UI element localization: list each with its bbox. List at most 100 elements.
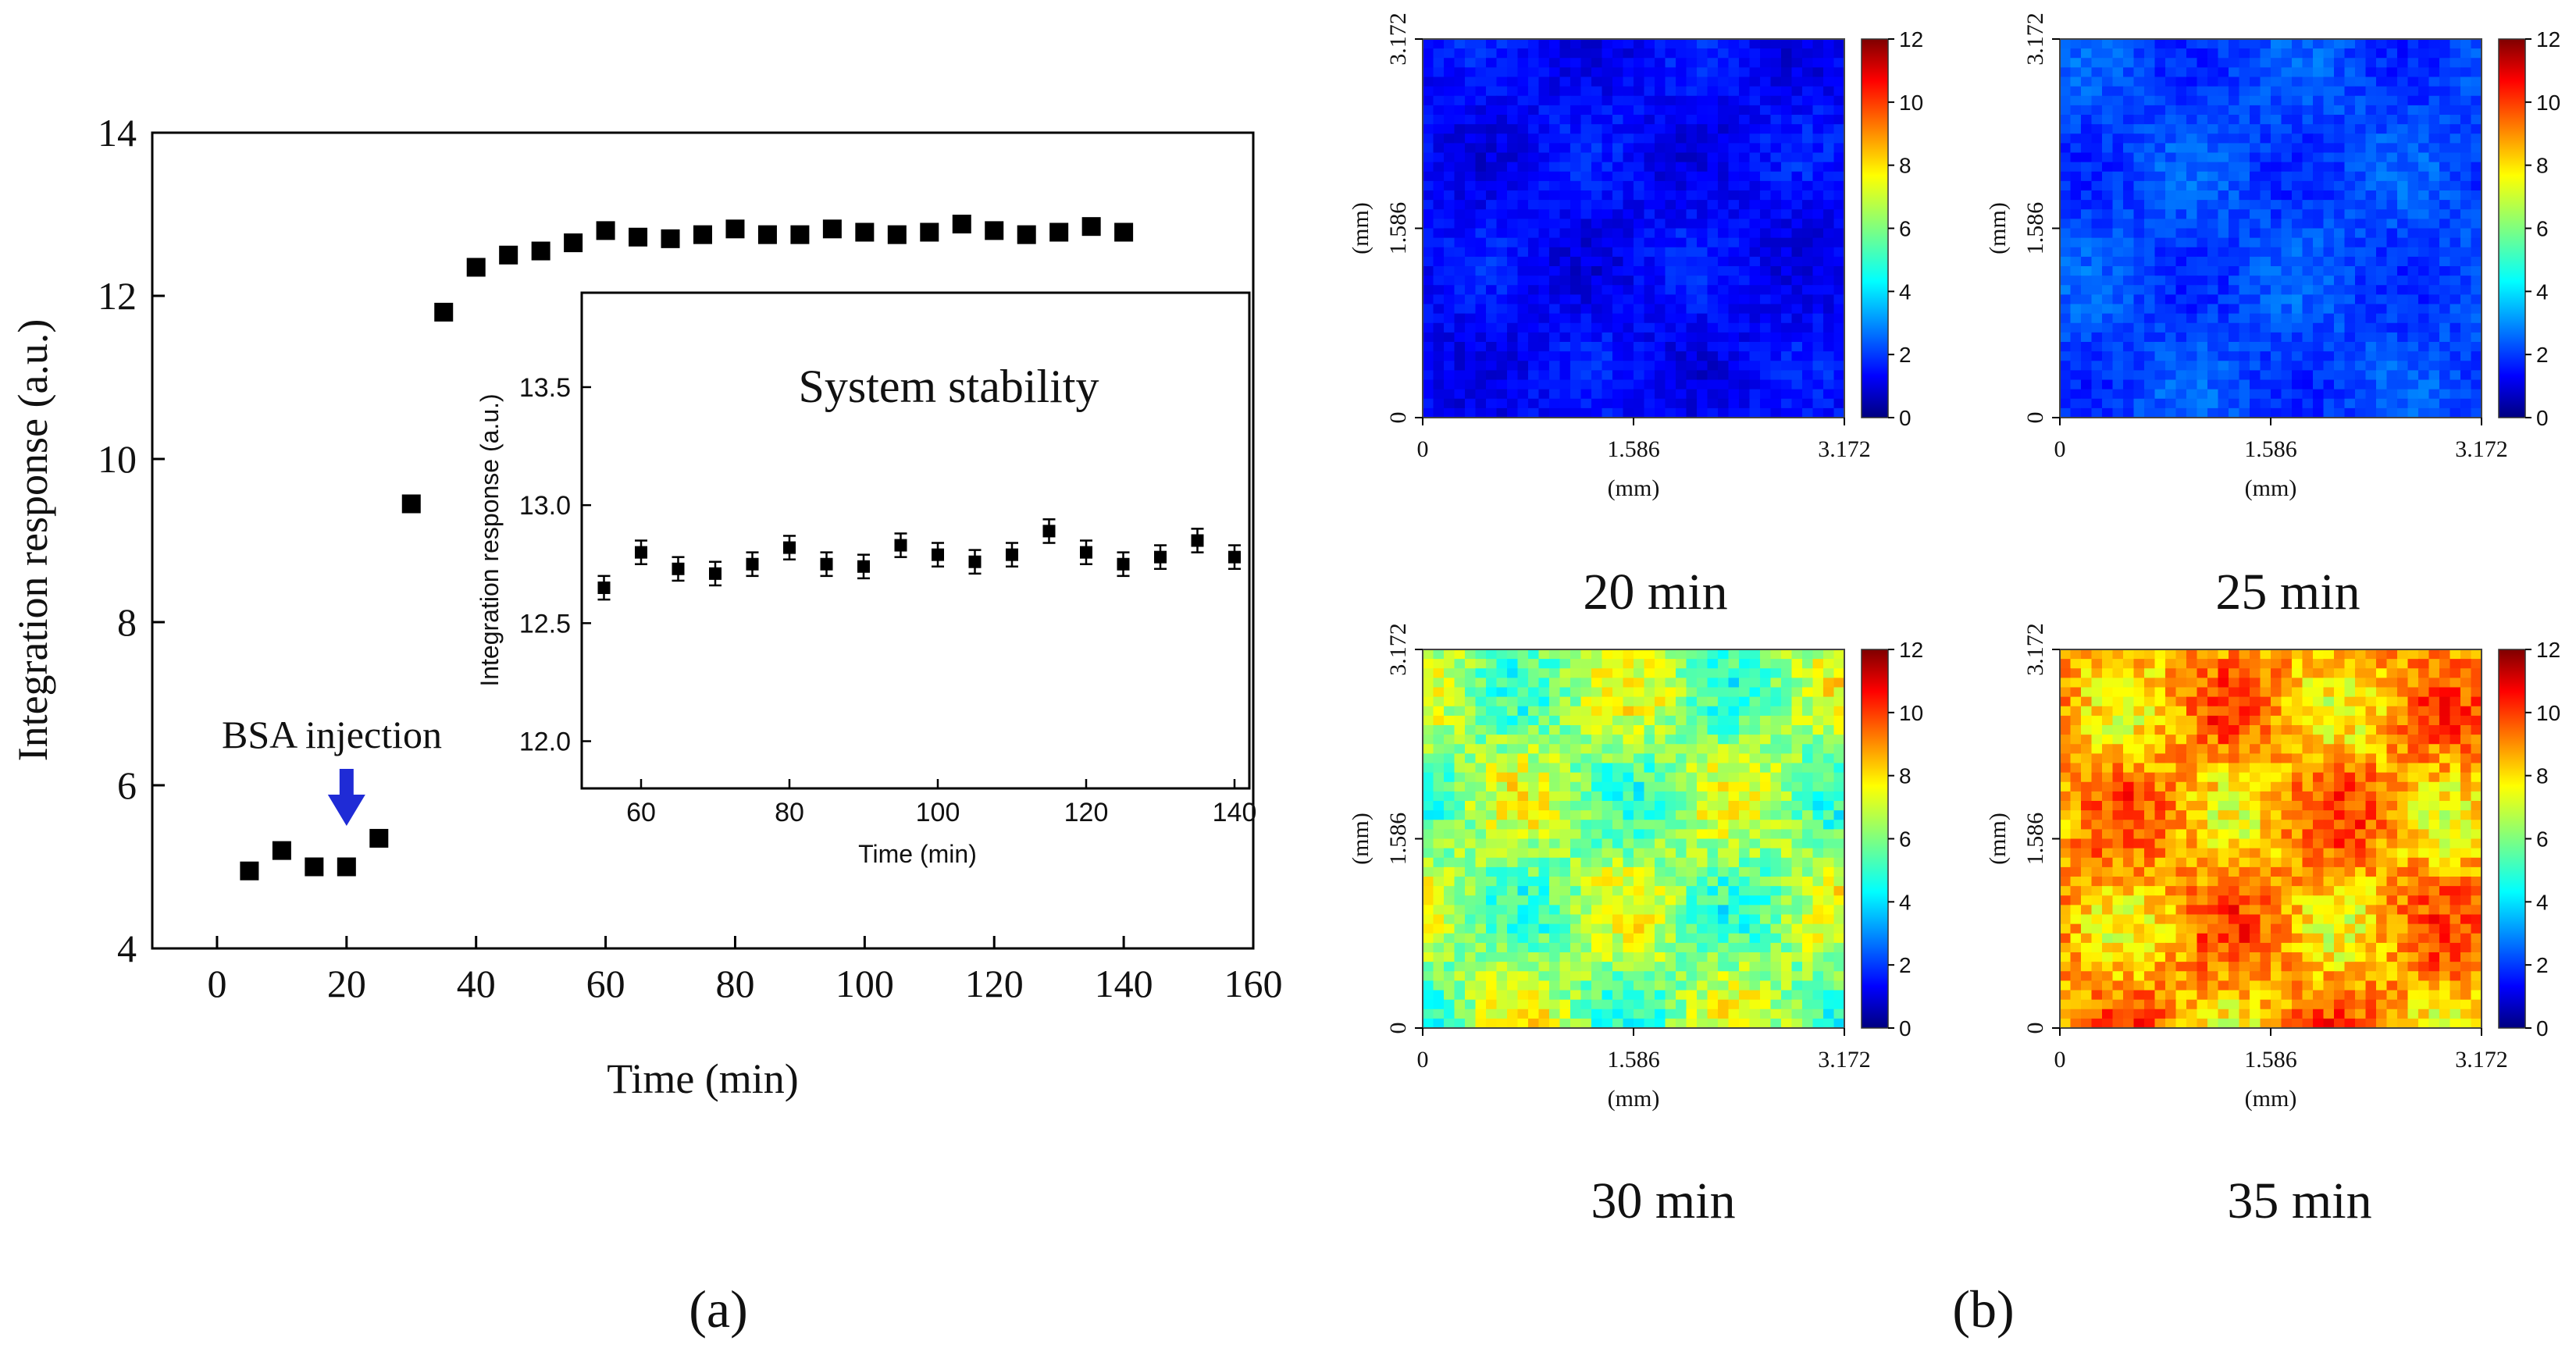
heatmap-cell <box>1634 39 1645 49</box>
heatmap-x-tick-label: 0 <box>2054 436 2066 462</box>
main-data-point <box>1017 225 1036 244</box>
heatmap-cell <box>1475 86 1487 97</box>
heatmap-cell <box>1602 791 1613 802</box>
heatmap-cell <box>1760 285 1772 295</box>
heatmap-cell <box>2365 370 2377 381</box>
heatmap-cell <box>2450 105 2461 116</box>
heatmap-cell <box>1570 857 1582 868</box>
heatmap-cell <box>1538 115 1550 125</box>
heatmap-cell <box>1496 379 1508 390</box>
heatmap-cell <box>1791 895 1803 905</box>
heatmap-cell <box>1728 95 1740 106</box>
heatmap-cell <box>1697 361 1708 371</box>
heatmap-cell <box>1676 398 1687 409</box>
main-data-point <box>952 215 971 234</box>
heatmap-cell <box>1580 914 1592 925</box>
heatmap-cell <box>2365 266 2377 276</box>
heatmap-cell <box>1549 866 1561 877</box>
heatmap-cell <box>1444 763 1455 774</box>
heatmap-cell <box>1507 866 1519 877</box>
heatmap-cell <box>2102 398 2114 409</box>
heatmap-cell <box>2428 266 2440 276</box>
heatmap-cell <box>1602 95 1613 106</box>
heatmap-cell <box>2081 351 2093 361</box>
heatmap-cell <box>1570 247 1582 258</box>
heatmap-cell <box>1507 848 1519 859</box>
heatmap-cell <box>2271 200 2282 210</box>
heatmap-cell <box>2450 379 2461 390</box>
heatmap-cell <box>1728 659 1740 669</box>
heatmap-cell <box>1602 256 1613 267</box>
heatmap-cell <box>1423 857 1434 868</box>
heatmap-cell <box>1612 219 1624 229</box>
heatmap-cell <box>2102 285 2114 295</box>
heatmap-cell <box>2144 162 2156 173</box>
heatmap-cell <box>2144 124 2156 134</box>
heatmap-cell <box>1465 171 1477 182</box>
heatmap-cell <box>1591 266 1603 276</box>
main-data-point <box>466 258 486 277</box>
heatmap-cell <box>2218 219 2229 229</box>
heatmap-cell <box>2344 180 2356 191</box>
heatmap-cell <box>1770 877 1782 887</box>
heatmap-cell <box>1528 838 1540 849</box>
heatmap-cell <box>1517 923 1529 934</box>
heatmap-cell <box>1454 649 1466 660</box>
heatmap-cell <box>1528 219 1540 229</box>
heatmap-cell <box>1454 39 1466 49</box>
heatmap-cell <box>1538 256 1550 267</box>
heatmap-cell <box>2123 162 2135 173</box>
heatmap-cell <box>1602 105 1613 116</box>
heatmap-cell <box>1781 294 1793 305</box>
heatmap-cell <box>1812 370 1824 381</box>
heatmap-cell <box>1802 857 1814 868</box>
heatmap-cell <box>1686 304 1698 315</box>
heatmap-cell <box>1686 668 1698 678</box>
heatmap-cell <box>2323 370 2335 381</box>
heatmap-cell <box>1612 763 1624 774</box>
heatmap-cell <box>1833 735 1845 745</box>
heatmap-cell <box>1676 838 1687 849</box>
heatmap-cell <box>1686 228 1698 239</box>
heatmap-cell <box>1602 706 1613 717</box>
heatmap-cell <box>1549 48 1561 59</box>
heatmap-cell <box>1486 886 1498 896</box>
heatmap-cell <box>2365 180 2377 191</box>
heatmap-cell <box>1591 180 1603 191</box>
heatmap-cell <box>2165 58 2177 68</box>
heatmap-cell <box>1517 980 1529 991</box>
heatmap-cell <box>1433 133 1445 144</box>
heatmap-cell <box>1781 351 1793 361</box>
heatmap-cell <box>2355 86 2367 97</box>
heatmap-cell <box>1676 190 1687 201</box>
heatmap-cell <box>2386 162 2398 173</box>
heatmap-cell <box>1634 735 1645 745</box>
heatmap-cell <box>2271 219 2282 229</box>
heatmap-cell <box>1549 706 1561 717</box>
heatmap-cell <box>1528 190 1540 201</box>
heatmap-cell <box>2439 370 2451 381</box>
heatmap-cell <box>1580 171 1592 182</box>
heatmap-cell <box>2229 200 2240 210</box>
heatmap-cell <box>1718 152 1730 163</box>
heatmap-cell <box>1486 829 1498 840</box>
heatmap-cell <box>2239 95 2250 106</box>
heatmap-cell <box>2154 180 2166 191</box>
heatmap-cell <box>2407 95 2419 106</box>
heatmap-cell <box>2091 379 2103 390</box>
heatmap-cell <box>1433 247 1445 258</box>
heatmap-cell <box>2070 39 2082 49</box>
heatmap-cell <box>2439 39 2451 49</box>
heatmap-cell <box>1802 313 1814 324</box>
heatmap-cell <box>1791 266 1803 276</box>
heatmap-cell <box>1655 86 1666 97</box>
heatmap-cell <box>2386 407 2398 418</box>
heatmap-cell <box>2407 332 2419 343</box>
heatmap-cell <box>2471 266 2482 276</box>
heatmap-cell <box>2250 313 2261 324</box>
heatmap-cell <box>2186 285 2198 295</box>
heatmap-cell <box>2260 190 2271 201</box>
heatmap-cell <box>1580 696 1592 707</box>
heatmap-cell <box>1781 980 1793 991</box>
heatmap-cell <box>1559 923 1571 934</box>
